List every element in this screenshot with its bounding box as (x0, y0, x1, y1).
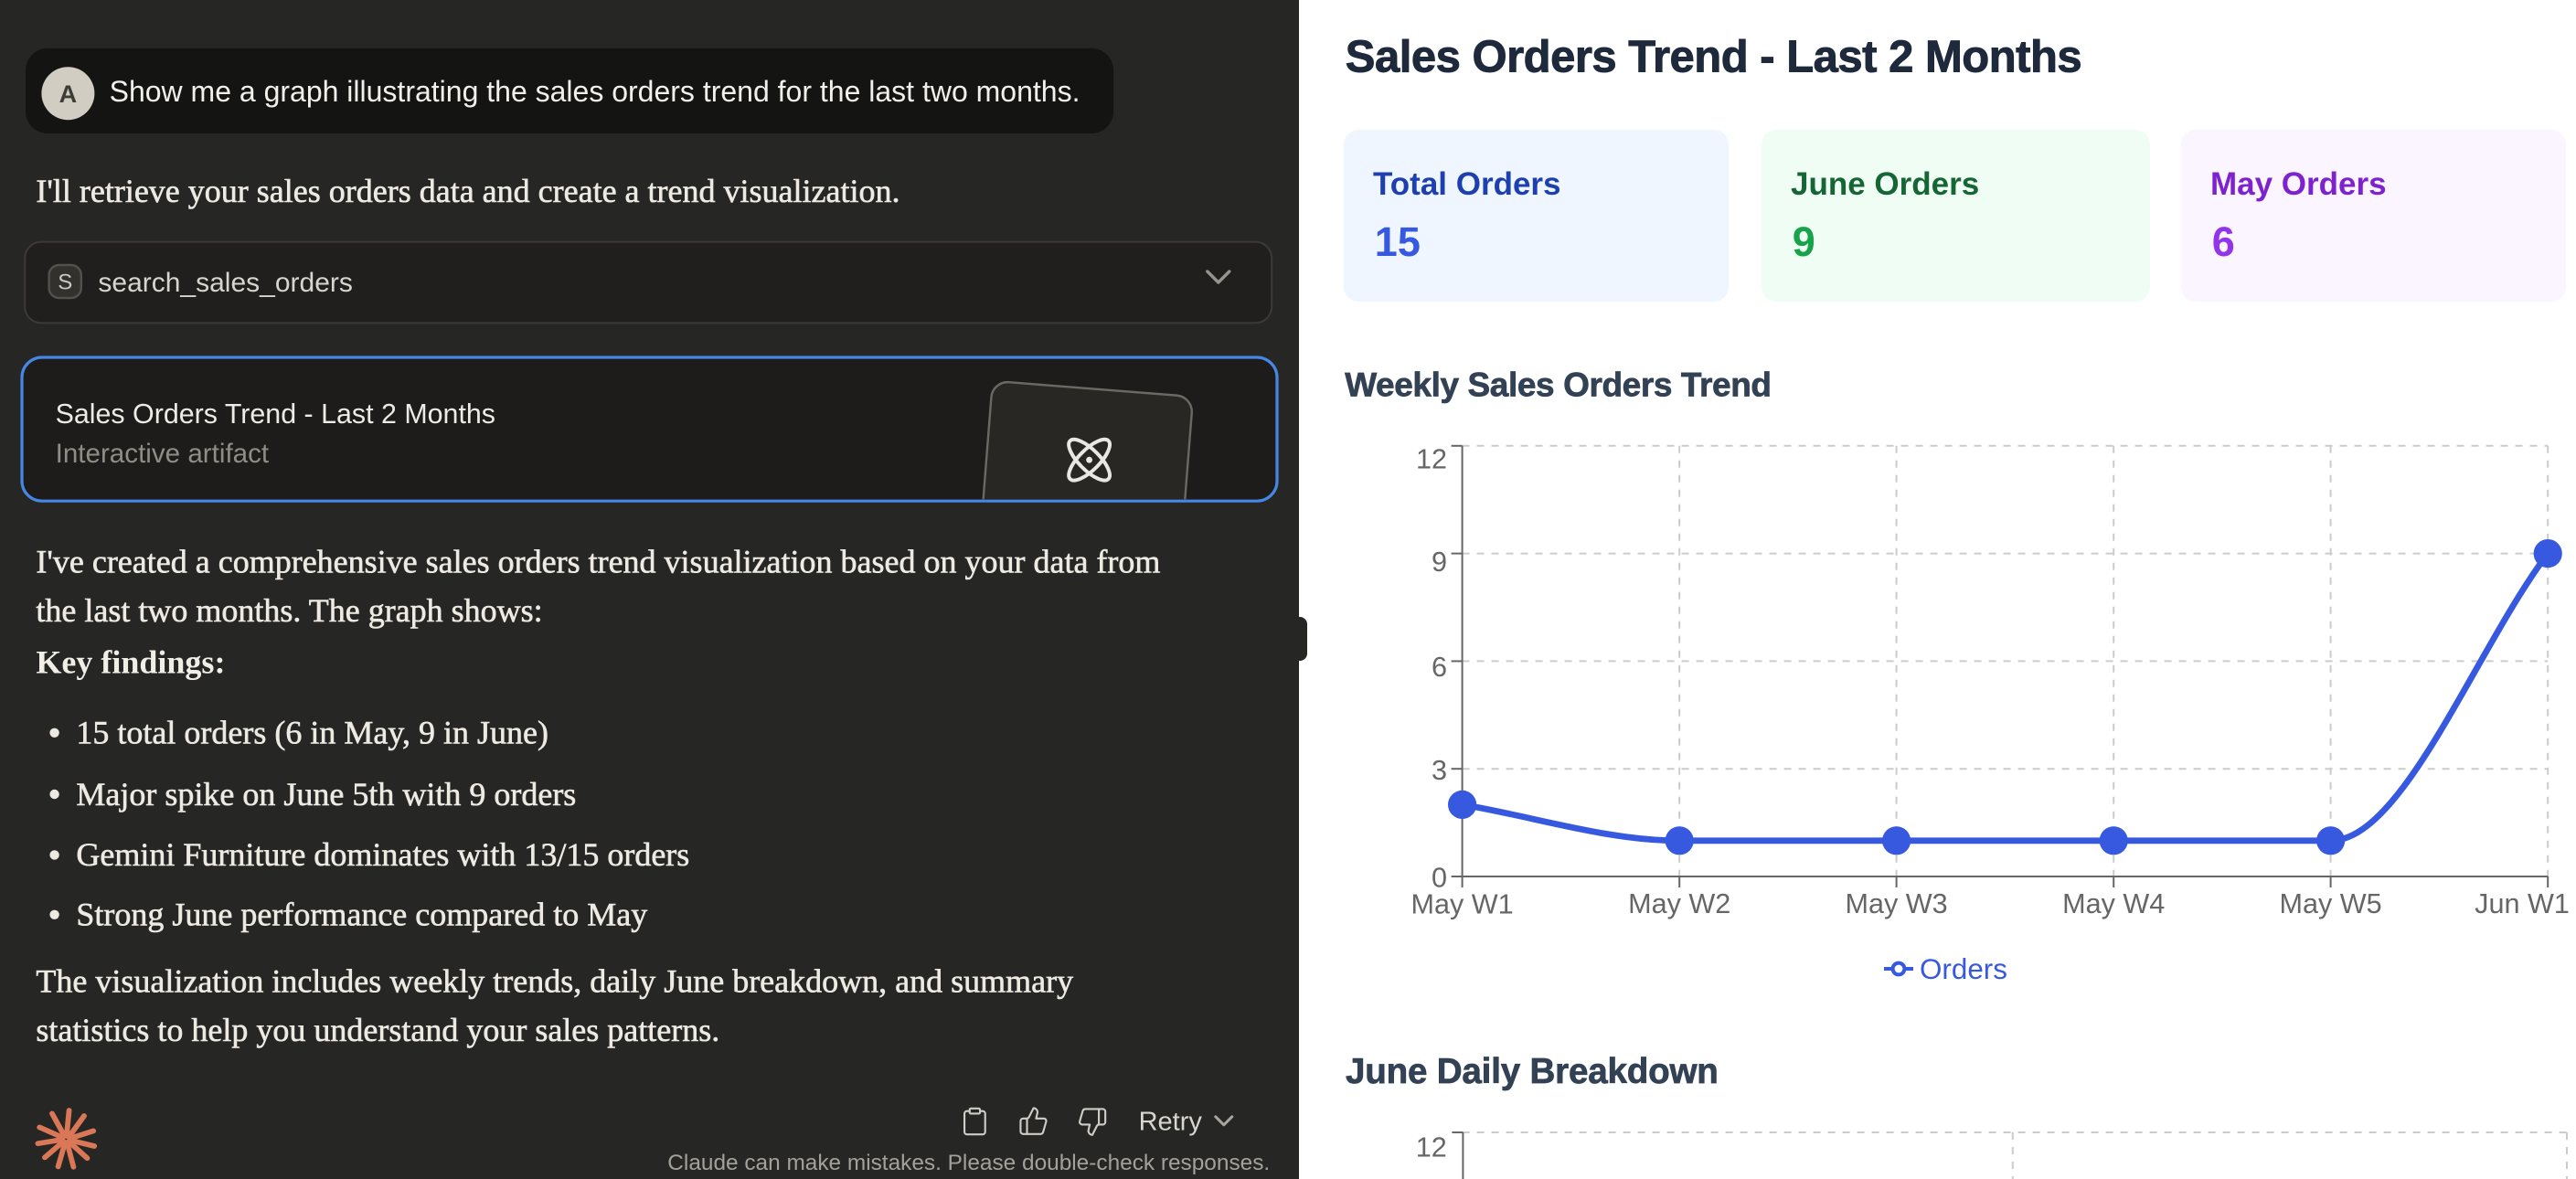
svg-text:Interactive artifact: Interactive artifact (56, 439, 270, 469)
svg-text:15 total orders (6 in May, 9 i: 15 total orders (6 in May, 9 in June) (76, 715, 548, 751)
svg-text:The visualization includes wee: The visualization includes weekly trends… (36, 962, 1073, 999)
svg-text:0: 0 (1432, 863, 1447, 894)
svg-text:search_sales_orders: search_sales_orders (98, 268, 352, 298)
svg-text:Strong June performance compar: Strong June performance compared to May (76, 897, 647, 933)
svg-text:Claude can make mistakes. Plea: Claude can make mistakes. Please double-… (667, 1151, 1270, 1175)
svg-text:May W2: May W2 (1628, 888, 1730, 919)
svg-text:June Orders: June Orders (1791, 166, 1979, 202)
svg-text:Total Orders: Total Orders (1373, 166, 1561, 202)
svg-text:May W4: May W4 (2062, 888, 2165, 919)
svg-text:Key findings:: Key findings: (36, 643, 225, 680)
svg-text:9: 9 (1432, 547, 1447, 578)
svg-text:Show me a graph illustrating t: Show me a graph illustrating the sales o… (110, 75, 1080, 108)
svg-text:15: 15 (1375, 218, 1421, 265)
svg-text:S: S (58, 271, 72, 295)
svg-text:statistics to help you underst: statistics to help you understand your s… (36, 1012, 719, 1048)
svg-text:9: 9 (1793, 218, 1815, 265)
svg-text:May W1: May W1 (1411, 888, 1514, 919)
svg-text:I'll retrieve your sales order: I'll retrieve your sales orders data and… (36, 173, 899, 209)
svg-text:Orders: Orders (1920, 953, 2007, 985)
svg-text:Jun W1: Jun W1 (2475, 888, 2570, 919)
svg-text:May W5: May W5 (2280, 888, 2382, 919)
svg-text:Major spike on June 5th with 9: Major spike on June 5th with 9 orders (76, 776, 576, 813)
svg-text:Sales Orders Trend - Last 2 Mo: Sales Orders Trend - Last 2 Months (1346, 32, 2081, 81)
svg-text:June Daily Breakdown: June Daily Breakdown (1346, 1052, 1719, 1091)
svg-text:Gemini Furniture dominates wit: Gemini Furniture dominates with 13/15 or… (76, 836, 689, 873)
svg-text:Weekly Sales Orders Trend: Weekly Sales Orders Trend (1345, 366, 1771, 403)
svg-text:May Orders: May Orders (2210, 166, 2387, 202)
svg-text:3: 3 (1432, 755, 1447, 786)
svg-text:Retry: Retry (1139, 1108, 1203, 1137)
svg-text:A: A (59, 80, 78, 108)
svg-text:6: 6 (2212, 218, 2235, 265)
svg-text:the last two months. The graph: the last two months. The graph shows: (36, 592, 542, 629)
svg-text:12: 12 (1416, 1132, 1447, 1163)
svg-text:I've created a comprehensive s: I've created a comprehensive sales order… (36, 544, 1160, 580)
svg-text:May W3: May W3 (1846, 888, 1948, 919)
svg-text:Sales Orders Trend - Last 2 Mo: Sales Orders Trend - Last 2 Months (56, 398, 495, 430)
svg-text:6: 6 (1432, 652, 1447, 683)
svg-text:12: 12 (1416, 443, 1447, 474)
